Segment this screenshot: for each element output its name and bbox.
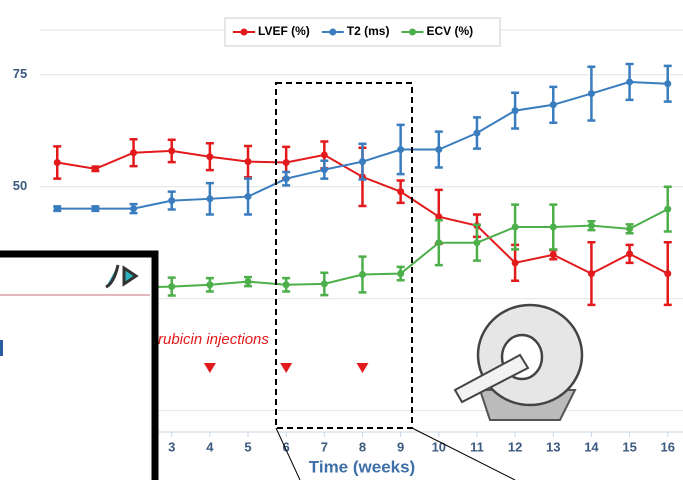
data-point xyxy=(320,166,328,174)
x-tick-label: 5 xyxy=(244,439,251,454)
x-tick-label: 6 xyxy=(283,439,290,454)
legend-marker xyxy=(329,28,337,36)
data-point xyxy=(664,80,672,88)
mri-icon xyxy=(453,303,584,421)
data-point xyxy=(435,146,443,154)
x-tick-label: 16 xyxy=(661,439,675,454)
data-point xyxy=(511,259,519,267)
y-tick-label: 50 xyxy=(13,178,27,193)
data-point xyxy=(282,175,290,183)
x-tick-label: 4 xyxy=(206,439,214,454)
data-point xyxy=(358,270,366,278)
data-point xyxy=(282,159,290,167)
injection-marker xyxy=(203,363,216,373)
data-point xyxy=(587,90,595,98)
data-point xyxy=(626,250,634,258)
x-tick-label: 13 xyxy=(546,439,560,454)
data-point xyxy=(206,153,214,161)
data-point xyxy=(53,205,61,213)
data-point xyxy=(435,213,443,221)
data-point xyxy=(358,158,366,166)
data-point xyxy=(473,239,481,247)
data-point xyxy=(168,197,176,205)
zoom-line xyxy=(411,427,516,480)
data-point xyxy=(587,222,595,230)
data-point xyxy=(511,223,519,231)
legend-marker xyxy=(408,28,416,36)
data-point xyxy=(473,129,481,137)
injection-marker xyxy=(280,363,293,373)
injection-marker xyxy=(356,363,369,373)
data-point xyxy=(168,283,176,291)
x-tick-label: 7 xyxy=(321,439,328,454)
zoom-line xyxy=(275,427,301,480)
data-point xyxy=(91,165,99,173)
data-point xyxy=(206,281,214,289)
data-point xyxy=(244,278,252,286)
data-point xyxy=(206,195,214,203)
annotation: rubicin injections xyxy=(158,331,269,348)
data-point xyxy=(435,239,443,247)
data-point xyxy=(320,280,328,288)
data-point xyxy=(130,149,138,157)
data-point xyxy=(549,101,557,109)
y-tick-label: 75 xyxy=(13,66,27,81)
x-tick-label: 3 xyxy=(168,439,175,454)
data-point xyxy=(664,270,672,278)
data-point xyxy=(549,251,557,259)
x-axis-label: Time (weeks) xyxy=(309,457,415,476)
highlight-box xyxy=(275,82,413,429)
data-point xyxy=(320,151,328,159)
x-tick-label: 15 xyxy=(622,439,636,454)
data-point xyxy=(244,158,252,166)
data-point xyxy=(549,223,557,231)
inset-panel xyxy=(0,250,159,480)
data-point xyxy=(587,270,595,278)
data-point xyxy=(664,205,672,213)
x-tick-label: 12 xyxy=(508,439,522,454)
data-point xyxy=(91,205,99,213)
marks: 025507512345678910111213141516LVEF (%)T2… xyxy=(13,24,683,454)
x-tick-label: 8 xyxy=(359,439,366,454)
legend-label: T2 (ms) xyxy=(347,24,390,38)
data-point xyxy=(626,78,634,86)
legend-label: ECV (%) xyxy=(426,24,473,38)
legend-label: LVEF (%) xyxy=(258,24,310,38)
data-point xyxy=(244,193,252,201)
x-tick-label: 9 xyxy=(397,439,404,454)
legend-box xyxy=(224,17,501,47)
data-point xyxy=(130,205,138,213)
data-point xyxy=(511,107,519,115)
data-point xyxy=(53,159,61,167)
data-point xyxy=(397,146,405,154)
data-point xyxy=(282,281,290,289)
x-tick-label: 11 xyxy=(470,439,484,454)
data-point xyxy=(397,188,405,196)
data-point xyxy=(626,225,634,233)
data-point xyxy=(397,270,405,278)
x-tick-label: 14 xyxy=(584,439,599,454)
data-point xyxy=(168,147,176,155)
legend-marker xyxy=(240,28,248,36)
